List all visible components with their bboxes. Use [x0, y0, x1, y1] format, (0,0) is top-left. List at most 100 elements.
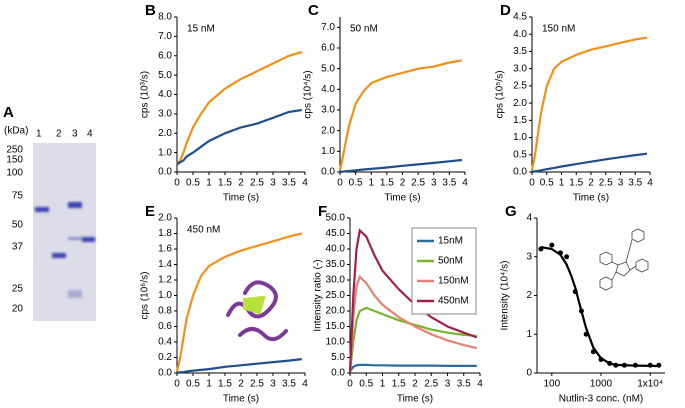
chart-title: 15 nM	[187, 24, 215, 35]
y-axis-label: cps (10⁵/s)	[495, 70, 506, 118]
y-tick-label: 1.0	[513, 132, 527, 143]
x-tick-label: 0.5	[349, 178, 363, 189]
x-tick-label: 3.5	[457, 379, 471, 390]
y-tick-label: 3	[526, 251, 532, 262]
y-tick-label: 1.2	[158, 275, 172, 286]
panel-letter: A	[3, 104, 14, 121]
y-tick-label: 10.0	[326, 337, 346, 348]
protein-structure	[226, 280, 288, 342]
y-tick-label: 4.0	[513, 29, 527, 40]
series-line	[176, 358, 302, 375]
y-tick-label: 8.0	[158, 12, 172, 23]
y-tick-label: 0.0	[158, 368, 172, 379]
chart: C 50 nM 0.0 1.0 2.0 3.0 4.0 5.0 6.0 7.0 0 0.5 1 1.5 2 2…	[303, 2, 469, 204]
series-line	[339, 158, 463, 174]
x-tick-label: 3.5	[282, 178, 296, 189]
series-line	[348, 228, 478, 372]
y-tick-label: 1.0	[158, 147, 172, 158]
x-tick-label: 100	[543, 379, 560, 390]
x-tick-label: 1x10⁴	[637, 379, 663, 390]
x-tick-label: 2.5	[599, 178, 613, 189]
y-axis-label: cps (10³/s)	[140, 71, 151, 118]
x-tick-label: 0	[337, 178, 343, 189]
x-tick-label: 1.5	[218, 178, 232, 189]
y-tick-label: 4.5	[513, 12, 527, 23]
lane-label: 4	[87, 129, 93, 140]
y-tick-label: 0.2	[158, 352, 172, 363]
x-tick-label: 3	[445, 379, 451, 390]
x-tick-label: 1	[559, 178, 565, 189]
x-tick-label: 3	[431, 178, 437, 189]
x-tick-label: 2	[400, 178, 406, 189]
lane-label: 2	[56, 129, 62, 140]
marker-label: 25	[12, 284, 24, 295]
marker-label: 250	[6, 145, 23, 156]
y-tick-label: 20.0	[326, 306, 346, 317]
chart-title: 50 nM	[350, 24, 378, 35]
lane-label: 1	[36, 129, 42, 140]
y-tick-label: 7.0	[321, 22, 335, 33]
x-tick-label: 0.5	[540, 178, 554, 189]
y-tick-label: 3.0	[513, 63, 527, 74]
legend-label: 150nM	[438, 276, 469, 287]
x-tick-label: 2	[238, 178, 244, 189]
lane-label: 3	[72, 129, 78, 140]
x-tick-label: 1	[206, 178, 212, 189]
series-line	[540, 246, 659, 368]
y-tick-label: 1.6	[158, 244, 172, 255]
y-axis-label: cps (10⁶/s)	[140, 271, 151, 319]
x-tick-label: 2.5	[250, 178, 264, 189]
y-tick-label: 2.0	[321, 125, 335, 136]
x-tick-label: 1.5	[218, 379, 232, 390]
panel-letter: C	[308, 2, 319, 19]
y-axis-label: Intensity (10⁴/s)	[500, 261, 511, 331]
x-tick-label: 3	[270, 178, 276, 189]
x-tick-label: 0.5	[359, 379, 373, 390]
x-tick-label: 4	[302, 178, 308, 189]
x-tick-label: 4	[477, 379, 483, 390]
chart: F 0.0 5.0 10.0 15.0 20.0 25.0 30.0 35.0 40.0 45.0 5…	[313, 203, 484, 405]
y-tick-label: 1.0	[321, 146, 335, 157]
x-tick-label: 4	[647, 178, 653, 189]
y-tick-label: 1.8	[158, 228, 172, 239]
y-axis-label: cps (10⁴/s)	[303, 70, 314, 118]
x-tick-label: 0	[347, 379, 353, 390]
y-tick-label: 0.6	[158, 321, 172, 332]
panel-letter: F	[318, 203, 327, 220]
x-tick-label: 2.5	[411, 178, 425, 189]
x-tick-label: 0.5	[186, 178, 200, 189]
y-tick-label: 0	[526, 368, 532, 379]
y-tick-label: 2.0	[158, 128, 172, 139]
x-tick-label: 0	[174, 178, 180, 189]
data-point	[564, 254, 570, 260]
nutlin-structure	[599, 228, 649, 291]
x-axis-label: Time (s)	[223, 193, 259, 204]
y-tick-label: 0.5	[513, 149, 527, 160]
y-tick-label: 4.0	[158, 89, 172, 100]
y-tick-label: 5.0	[158, 70, 172, 81]
x-tick-label: 1000	[590, 379, 613, 390]
series-line	[349, 363, 477, 373]
x-tick-label: 2.5	[250, 379, 264, 390]
marker-label: 50	[12, 220, 24, 231]
x-tick-label: 3.5	[442, 178, 456, 189]
legend-label: 450nM	[438, 296, 469, 307]
x-tick-label: 3	[270, 379, 276, 390]
series-line	[348, 306, 477, 372]
y-tick-label: 2.0	[513, 98, 527, 109]
y-tick-label: 2.0	[158, 213, 172, 224]
y-tick-label: 2.5	[513, 81, 527, 92]
x-tick-label: 1	[368, 178, 374, 189]
y-tick-label: 5.0	[321, 63, 335, 74]
x-tick-label: 0	[529, 178, 535, 189]
y-tick-label: 1.4	[158, 259, 172, 270]
series-line	[348, 274, 478, 372]
y-tick-label: 25.0	[326, 290, 346, 301]
y-tick-label: 0.0	[513, 167, 527, 178]
x-tick-label: 0	[174, 379, 180, 390]
series-line	[530, 36, 648, 171]
x-tick-label: 3.5	[628, 178, 642, 189]
y-tick-label: 30.0	[326, 275, 346, 286]
legend-label: 50nM	[438, 256, 463, 267]
y-tick-label: 1.5	[513, 115, 527, 126]
